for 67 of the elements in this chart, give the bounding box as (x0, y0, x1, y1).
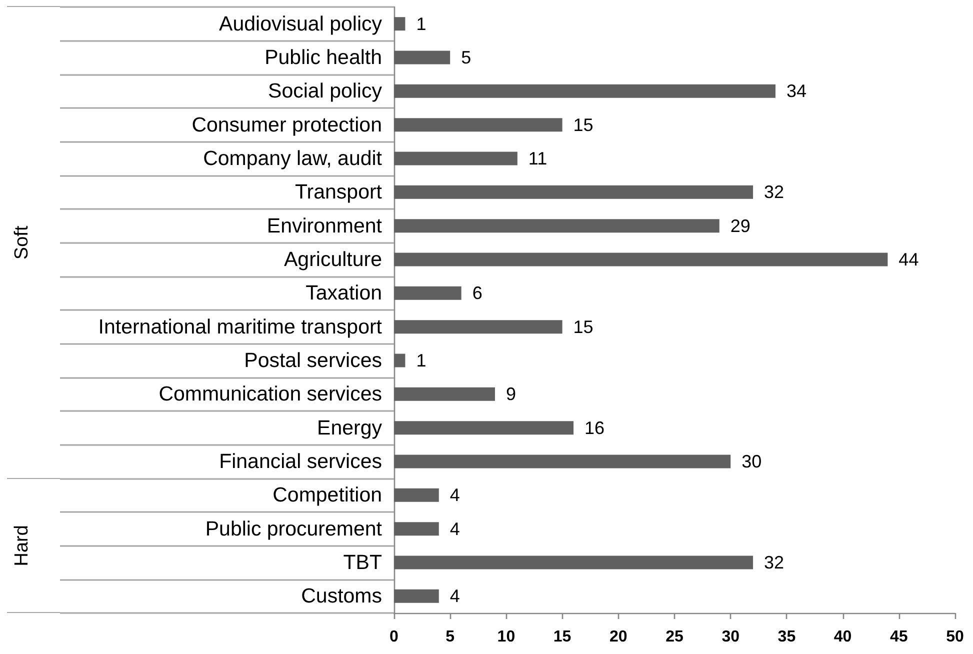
data-label: 29 (730, 216, 750, 236)
bar (394, 286, 462, 300)
data-label: 32 (764, 182, 784, 202)
y-tick-label: Transport (295, 180, 382, 204)
y-tick-label: Competition (272, 484, 382, 507)
y-tick-label: Company law, audit (203, 147, 382, 170)
bar (394, 252, 888, 266)
bar (394, 589, 439, 603)
bar (394, 219, 720, 233)
bar (394, 118, 562, 132)
data-label: 5 (461, 48, 472, 68)
data-label: 4 (450, 518, 460, 539)
bar (394, 354, 406, 368)
data-label: 9 (506, 384, 516, 404)
x-tick-label: 30 (722, 628, 740, 646)
x-tick-label: 50 (946, 628, 964, 646)
bar (394, 17, 406, 31)
data-label: 1 (416, 350, 426, 370)
x-tick-label: 25 (666, 628, 684, 646)
y-tick-label: Consumer protection (192, 113, 382, 136)
x-tick-label: 35 (778, 628, 796, 646)
data-label: 15 (573, 316, 594, 337)
x-tick-label: 45 (890, 628, 908, 646)
bar (394, 454, 731, 468)
x-tick-label: 15 (553, 628, 572, 646)
bar (394, 50, 450, 64)
y-tick-label: Audiovisual policy (219, 12, 383, 36)
data-label: 30 (742, 452, 762, 472)
y-tick-label: Social policy (268, 80, 383, 103)
bar (394, 84, 776, 98)
data-label: 11 (528, 148, 548, 168)
bar (394, 152, 518, 166)
x-tick-label: 0 (390, 628, 399, 646)
y-tick-label: Communication services (158, 382, 382, 406)
bar (394, 387, 495, 401)
x-tick-label: 20 (610, 628, 628, 646)
y-tick-label: Energy (317, 416, 383, 440)
bar (394, 488, 439, 502)
bar (394, 522, 439, 536)
data-label: 4 (450, 485, 460, 506)
bar (394, 320, 562, 334)
data-label: 34 (786, 81, 807, 102)
y-tick-label: International maritime transport (98, 315, 382, 338)
data-label: 15 (573, 114, 594, 135)
text: Hard (12, 525, 32, 566)
y-tick-label: Public procurement (205, 517, 382, 540)
text: Soft (12, 225, 32, 260)
y-tick-label: Taxation (306, 282, 382, 305)
y-tick-label: Financial services (219, 450, 382, 473)
bar (394, 556, 754, 570)
bar (394, 185, 754, 199)
data-label: 32 (764, 552, 784, 572)
x-tick-label: 10 (497, 628, 516, 646)
y-tick-label: Public health (264, 46, 382, 69)
y-tick-label: TBT (343, 551, 382, 574)
y-tick-label: Environment (266, 214, 382, 238)
y-tick-label: Postal services (244, 349, 382, 372)
y-tick-label: Customs (301, 584, 382, 608)
data-label: 4 (450, 586, 460, 606)
data-label: 16 (584, 418, 605, 438)
data-label: 1 (416, 14, 426, 34)
bar (394, 421, 574, 435)
y-tick-label: Agriculture (284, 248, 382, 271)
data-label: 44 (898, 250, 919, 270)
x-tick-label: 5 (446, 628, 455, 646)
data-label: 6 (472, 283, 482, 304)
x-tick-label: 40 (834, 628, 852, 646)
